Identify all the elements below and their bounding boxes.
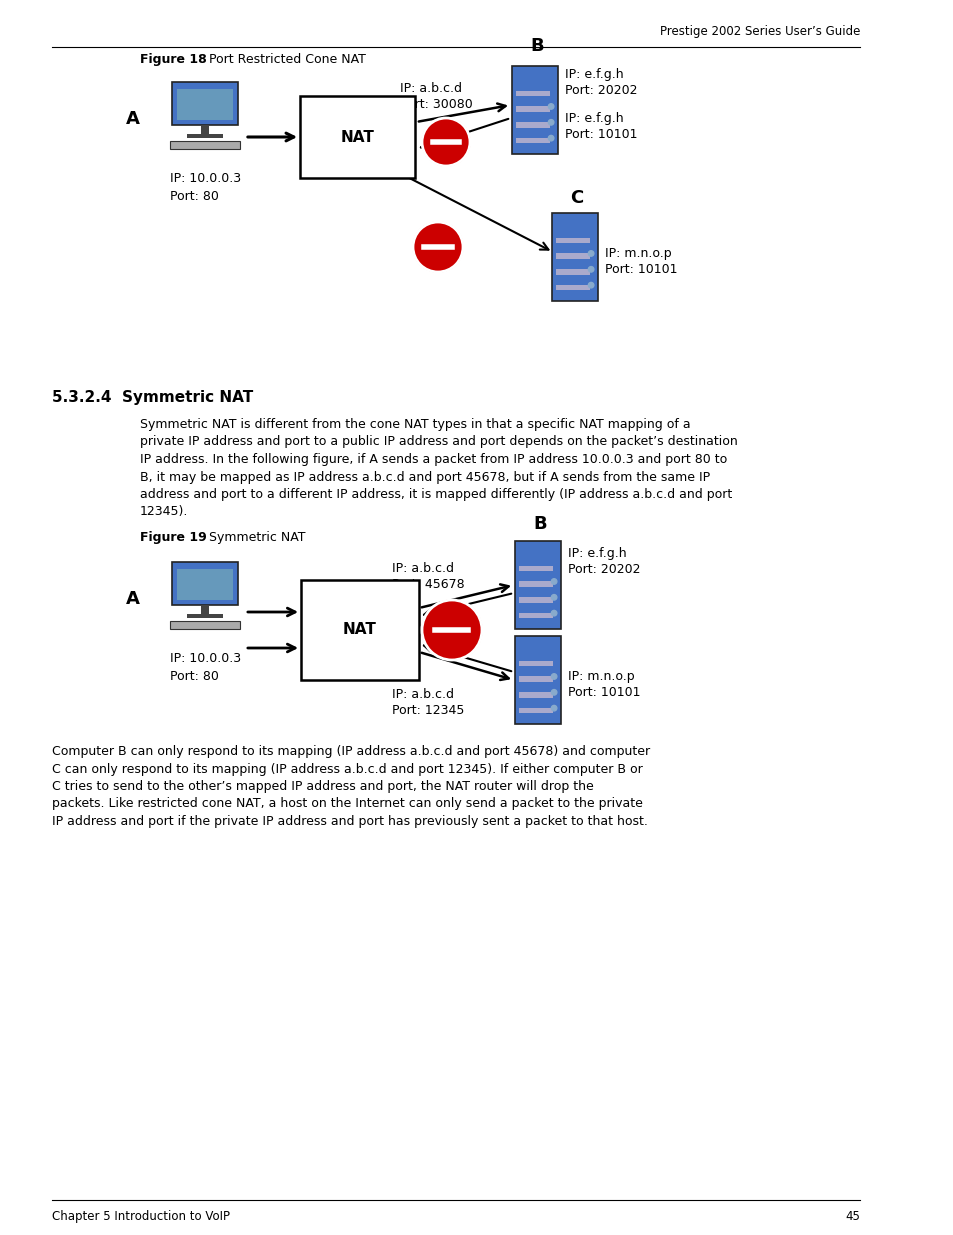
Circle shape (551, 674, 557, 679)
Bar (518, 613, 553, 619)
Bar (515, 541, 560, 629)
Text: B: B (533, 515, 546, 534)
Text: C tries to send to the other’s mapped IP address and port, the NAT router will d: C tries to send to the other’s mapped IP… (52, 781, 593, 793)
Text: Port: 45678: Port: 45678 (392, 578, 464, 592)
Bar (177, 89, 233, 120)
Bar (515, 636, 560, 724)
Circle shape (588, 267, 593, 272)
Circle shape (551, 689, 557, 695)
Text: IP address and port if the private IP address and port has previously sent a pac: IP address and port if the private IP ad… (52, 815, 647, 827)
Text: packets. Like restricted cone NAT, a host on the Internet can only send a packet: packets. Like restricted cone NAT, a hos… (52, 798, 642, 810)
Bar (552, 212, 598, 301)
Bar (177, 569, 233, 599)
Text: Chapter 5 Introduction to VoIP: Chapter 5 Introduction to VoIP (52, 1210, 230, 1223)
Text: IP: a.b.c.d: IP: a.b.c.d (392, 688, 454, 701)
Text: B, it may be mapped as IP address a.b.c.d and port 45678, but if A sends from th: B, it may be mapped as IP address a.b.c.… (140, 471, 709, 483)
Bar (512, 65, 558, 154)
Bar (201, 125, 209, 135)
Text: A: A (126, 110, 140, 128)
Bar (555, 285, 590, 290)
Bar (170, 141, 240, 149)
Text: IP: e.f.g.h: IP: e.f.g.h (564, 112, 623, 125)
Text: C: C (569, 189, 582, 207)
Text: Figure 19: Figure 19 (140, 531, 207, 543)
Bar (516, 106, 550, 111)
Text: Symmetric NAT: Symmetric NAT (196, 531, 305, 543)
Text: IP: m.n.o.p: IP: m.n.o.p (567, 671, 634, 683)
Bar (516, 90, 550, 96)
Bar (518, 566, 553, 571)
Circle shape (548, 120, 554, 125)
Text: Port: 10101: Port: 10101 (567, 685, 639, 699)
Circle shape (548, 136, 554, 141)
Bar (518, 582, 553, 587)
Circle shape (551, 705, 557, 711)
Text: Port: 80: Port: 80 (170, 190, 218, 203)
Text: C can only respond to its mapping (IP address a.b.c.d and port 12345). If either: C can only respond to its mapping (IP ad… (52, 762, 642, 776)
Text: Prestige 2002 Series User’s Guide: Prestige 2002 Series User’s Guide (659, 25, 859, 38)
Text: IP: a.b.c.d: IP: a.b.c.d (399, 82, 461, 95)
Text: private IP address and port to a public IP address and port depends on the packe: private IP address and port to a public … (140, 436, 737, 448)
Text: IP: e.f.g.h: IP: e.f.g.h (567, 547, 626, 559)
Text: Port: 20202: Port: 20202 (567, 563, 639, 576)
Bar (300, 96, 416, 178)
Text: IP: 10.0.0.3: IP: 10.0.0.3 (170, 652, 241, 664)
Text: 5.3.2.4  Symmetric NAT: 5.3.2.4 Symmetric NAT (52, 390, 253, 405)
Bar (201, 605, 209, 615)
Bar (172, 82, 238, 125)
Bar (187, 135, 222, 138)
Text: IP: a.b.c.d: IP: a.b.c.d (392, 562, 454, 576)
Text: address and port to a different IP address, it is mapped differently (IP address: address and port to a different IP addre… (140, 488, 732, 501)
Circle shape (551, 594, 557, 600)
Circle shape (421, 119, 470, 165)
Circle shape (548, 104, 554, 109)
Bar (172, 562, 238, 605)
Text: C: C (533, 613, 546, 630)
Circle shape (413, 222, 462, 272)
Text: 45: 45 (844, 1210, 859, 1223)
Bar (518, 677, 553, 682)
Text: Computer B can only respond to its mapping (IP address a.b.c.d and port 45678) a: Computer B can only respond to its mappi… (52, 745, 649, 758)
Bar (187, 615, 222, 618)
Text: Port: 80: Port: 80 (170, 671, 218, 683)
Text: Port: 20202: Port: 20202 (564, 84, 637, 98)
Circle shape (588, 283, 593, 288)
Bar (518, 708, 553, 714)
Bar (301, 580, 418, 680)
Bar (516, 122, 550, 127)
Text: Symmetric NAT is different from the cone NAT types in that a specific NAT mappin: Symmetric NAT is different from the cone… (140, 417, 690, 431)
Text: B: B (530, 37, 543, 56)
Circle shape (551, 610, 557, 616)
Text: NAT: NAT (341, 130, 375, 144)
Bar (516, 138, 550, 143)
Text: Port: 30080: Port: 30080 (399, 98, 473, 111)
Text: Figure 18: Figure 18 (140, 53, 207, 65)
Text: Port: 10101: Port: 10101 (604, 263, 677, 275)
Circle shape (551, 579, 557, 584)
Text: Port: 12345: Port: 12345 (392, 704, 464, 718)
Text: IP: e.f.g.h: IP: e.f.g.h (564, 68, 623, 82)
Text: Port Restricted Cone NAT: Port Restricted Cone NAT (196, 53, 366, 65)
Bar (518, 693, 553, 698)
Bar (170, 621, 240, 630)
Text: IP: 10.0.0.3: IP: 10.0.0.3 (170, 172, 241, 185)
Bar (555, 253, 590, 259)
Bar (555, 237, 590, 243)
Circle shape (588, 251, 593, 256)
Circle shape (421, 600, 481, 659)
Text: NAT: NAT (343, 622, 376, 637)
Bar (555, 269, 590, 274)
Text: 12345).: 12345). (140, 505, 188, 519)
Text: Port: 10101: Port: 10101 (564, 128, 637, 141)
Bar (518, 661, 553, 666)
Text: IP: m.n.o.p: IP: m.n.o.p (604, 247, 671, 261)
Bar (518, 598, 553, 603)
Text: IP address. In the following figure, if A sends a packet from IP address 10.0.0.: IP address. In the following figure, if … (140, 453, 726, 466)
Text: A: A (126, 590, 140, 608)
